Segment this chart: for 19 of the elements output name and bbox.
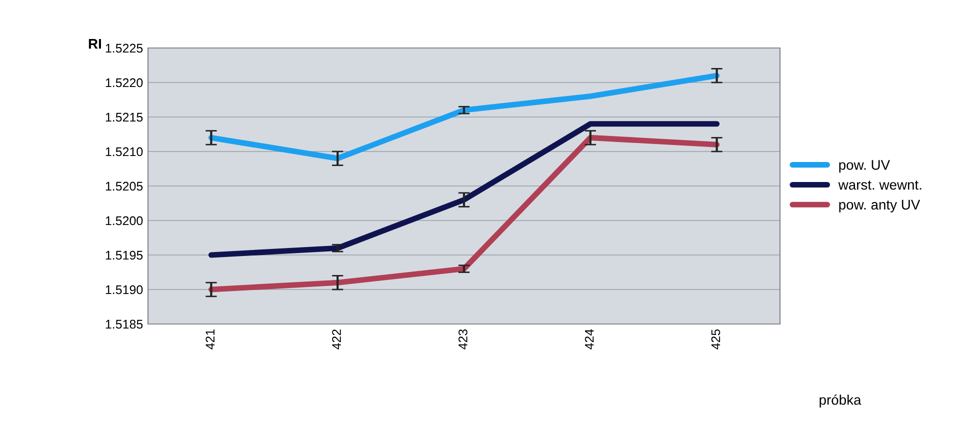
y-tick-label: 1.5205	[106, 182, 143, 191]
y-tick-label: 1.5220	[106, 78, 143, 88]
x-tick-label: 422	[332, 329, 341, 350]
y-tick-label: 1.5190	[106, 285, 143, 294]
y-tick-label: 1.5185	[106, 320, 143, 329]
x-tick-label: 421	[206, 329, 214, 350]
legend-label: warst. wewnt.	[838, 180, 922, 190]
y-axis-title: RI	[88, 39, 101, 49]
y-tick-label: 1.5200	[106, 216, 143, 226]
legend-label: pow. anty UV	[839, 200, 920, 212]
y-tick-label: 1.5225	[106, 44, 143, 53]
y-tick-label: 1.5215	[106, 112, 143, 122]
x-tick-label: 425	[711, 329, 720, 350]
y-tick-label: 1.5210	[106, 147, 143, 156]
x-axis-title: próbka	[820, 394, 862, 408]
x-tick-label: 424	[584, 329, 594, 350]
x-tick-label: 423	[458, 329, 468, 350]
legend-label: pow. UV	[839, 160, 890, 173]
y-tick-label: 1.5195	[106, 250, 143, 260]
